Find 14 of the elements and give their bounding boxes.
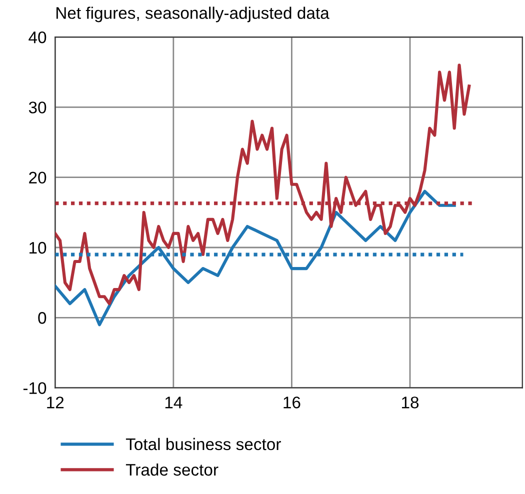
- line-series: [55, 64, 471, 306]
- y-tick-label: 40: [28, 31, 46, 44]
- y-tick-label: 0: [38, 312, 46, 324]
- chart-title: Net figures, seasonally-adjusted data: [56, 6, 330, 22]
- x-tick-label: 14: [165, 396, 182, 408]
- y-tick-label: -10: [23, 382, 46, 394]
- x-tick-label: 16: [284, 396, 300, 408]
- legend-label: Total business sector: [126, 438, 281, 450]
- x-tick-label: 12: [47, 396, 64, 408]
- legend-label: Trade sector: [126, 463, 218, 476]
- y-tick-label: 30: [28, 102, 46, 114]
- y-tick-label: 10: [30, 242, 46, 254]
- x-tick-label: 18: [402, 396, 419, 408]
- y-tick-label: 20: [29, 172, 46, 184]
